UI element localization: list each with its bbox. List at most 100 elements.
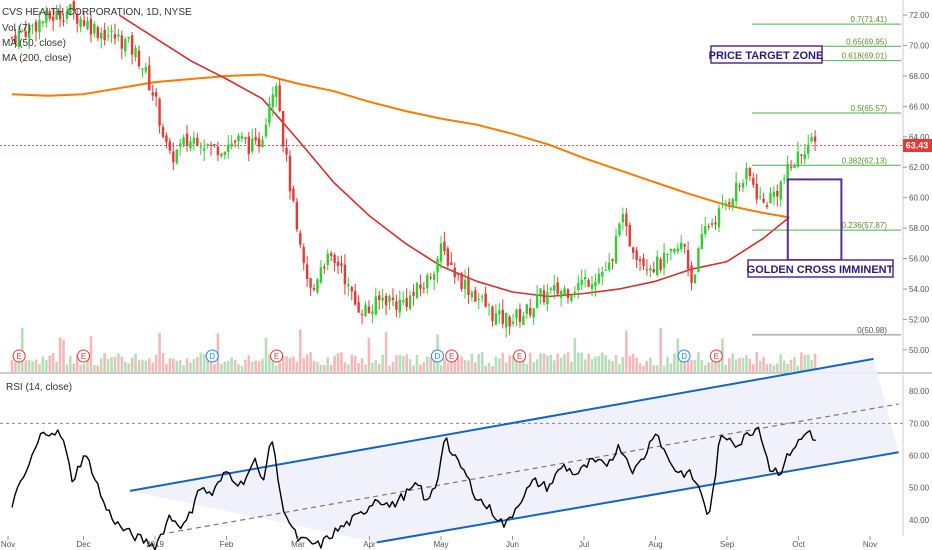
volume-bar xyxy=(340,352,343,372)
candle-body xyxy=(707,226,710,228)
volume-bar xyxy=(285,356,288,372)
candle-body xyxy=(288,155,292,192)
candle-body xyxy=(319,267,323,283)
volume-bar xyxy=(611,361,614,372)
candle-body xyxy=(137,50,141,67)
volume-bar xyxy=(82,363,86,372)
candle-body xyxy=(666,253,669,255)
price-tick-label: 52.00 xyxy=(909,315,930,324)
candle-body xyxy=(429,277,432,279)
main-pane[interactable]: 0.7(71.41) 0.65(69.95) 0.618(69.01) 0.5(65.… xyxy=(0,0,932,372)
dividend-marker[interactable] xyxy=(430,349,444,363)
candle-body xyxy=(17,31,21,47)
candle-body xyxy=(103,29,106,41)
rsi-pane[interactable]: RSI (14, close) 80.00 70.00 60.00 50.00 40.0… xyxy=(0,357,930,550)
volume-bar xyxy=(298,329,302,372)
candle-body xyxy=(178,143,182,147)
candle-body xyxy=(100,32,103,39)
candle-body xyxy=(635,250,638,260)
volume-bar xyxy=(710,361,714,372)
volume-bar xyxy=(587,353,590,372)
candle-body xyxy=(412,292,415,296)
candle-body xyxy=(450,262,453,265)
volume-bar xyxy=(463,359,467,372)
rsi-line xyxy=(11,426,816,550)
volume-bar xyxy=(371,362,374,372)
candle-body xyxy=(686,250,690,269)
volume-bar xyxy=(384,332,388,372)
volume-bar xyxy=(401,356,405,372)
price-axis[interactable]: 72.00 70.00 68.00 66.00 64.00 62.00 60.00 58.00… xyxy=(902,0,932,372)
candle-body xyxy=(275,85,278,97)
candle-body xyxy=(460,273,463,290)
candle-body xyxy=(340,263,343,266)
volume-bar xyxy=(765,364,769,372)
volume-bar xyxy=(117,353,120,372)
event-marker-label: E xyxy=(449,352,454,361)
candle-body xyxy=(202,148,206,151)
volume-bar xyxy=(621,356,625,372)
volume-bar xyxy=(141,359,144,372)
candle-body xyxy=(511,321,515,324)
earnings-marker[interactable] xyxy=(77,349,90,363)
price-tick-label: 70.00 xyxy=(909,42,930,51)
candle-body xyxy=(676,248,680,252)
dividend-marker[interactable] xyxy=(205,349,219,363)
volume-bar xyxy=(700,360,704,372)
candle-body xyxy=(611,259,614,262)
time-axis[interactable]: Nov Dec 2019 Feb Mar Apr May Jun Jul Aug Sep Oct Nov xyxy=(1,536,877,549)
volume-bar xyxy=(703,365,707,372)
candle-body xyxy=(154,92,158,97)
volume-bar xyxy=(576,352,580,372)
candle-body xyxy=(27,24,31,39)
golden-cross-label: GOLDEN CROSS IMMINENT xyxy=(747,264,894,276)
earnings-marker[interactable] xyxy=(12,349,26,363)
dividend-marker[interactable] xyxy=(677,349,691,363)
candle-body xyxy=(556,282,559,294)
golden-cross-annotation[interactable]: GOLDEN CROSS IMMINENT xyxy=(747,259,894,278)
volume-bar xyxy=(727,358,731,372)
earnings-marker[interactable] xyxy=(513,349,527,363)
volume-bar xyxy=(625,330,628,372)
candle-body xyxy=(247,136,251,154)
volume-bar xyxy=(480,352,484,372)
volume-bar xyxy=(470,353,474,372)
volume-bar xyxy=(422,362,426,372)
candle-body xyxy=(261,139,264,147)
earnings-marker[interactable] xyxy=(445,349,459,363)
candle-body xyxy=(268,103,271,123)
volume-bar xyxy=(772,365,776,372)
candle-body xyxy=(738,185,741,187)
candle-body xyxy=(652,269,655,273)
volume-bar xyxy=(563,354,566,372)
earnings-marker[interactable] xyxy=(270,349,284,363)
candle-body xyxy=(467,276,470,295)
candle-body xyxy=(789,166,793,168)
candle-body xyxy=(628,224,631,246)
volume-bar xyxy=(353,355,357,372)
event-marker-label: E xyxy=(714,352,719,361)
earnings-marker[interactable] xyxy=(709,349,723,363)
volume-bar xyxy=(443,358,446,372)
volume-bar xyxy=(45,359,48,372)
volume-bar xyxy=(638,363,642,372)
candle-body xyxy=(391,297,395,300)
price-target-box xyxy=(710,45,823,64)
event-marker-label: D xyxy=(435,352,441,361)
candle-body xyxy=(810,137,813,142)
volume-bar xyxy=(257,361,261,372)
ma200-legend: MA (200, close) xyxy=(2,53,71,64)
volume-bar xyxy=(546,355,549,372)
volume-bar xyxy=(14,362,17,372)
golden-cross-box xyxy=(786,178,843,262)
candle-body xyxy=(216,146,220,156)
candle-body xyxy=(192,137,196,144)
volume-bar xyxy=(796,365,800,372)
volume-bar xyxy=(607,359,611,372)
price-target-annotation[interactable]: PRICE TARGET ZONE xyxy=(709,45,824,64)
candle-body xyxy=(532,308,535,318)
candle-body xyxy=(631,247,635,253)
rsi-channel-mid xyxy=(169,403,899,534)
time-tick-label: Jun xyxy=(506,540,519,549)
